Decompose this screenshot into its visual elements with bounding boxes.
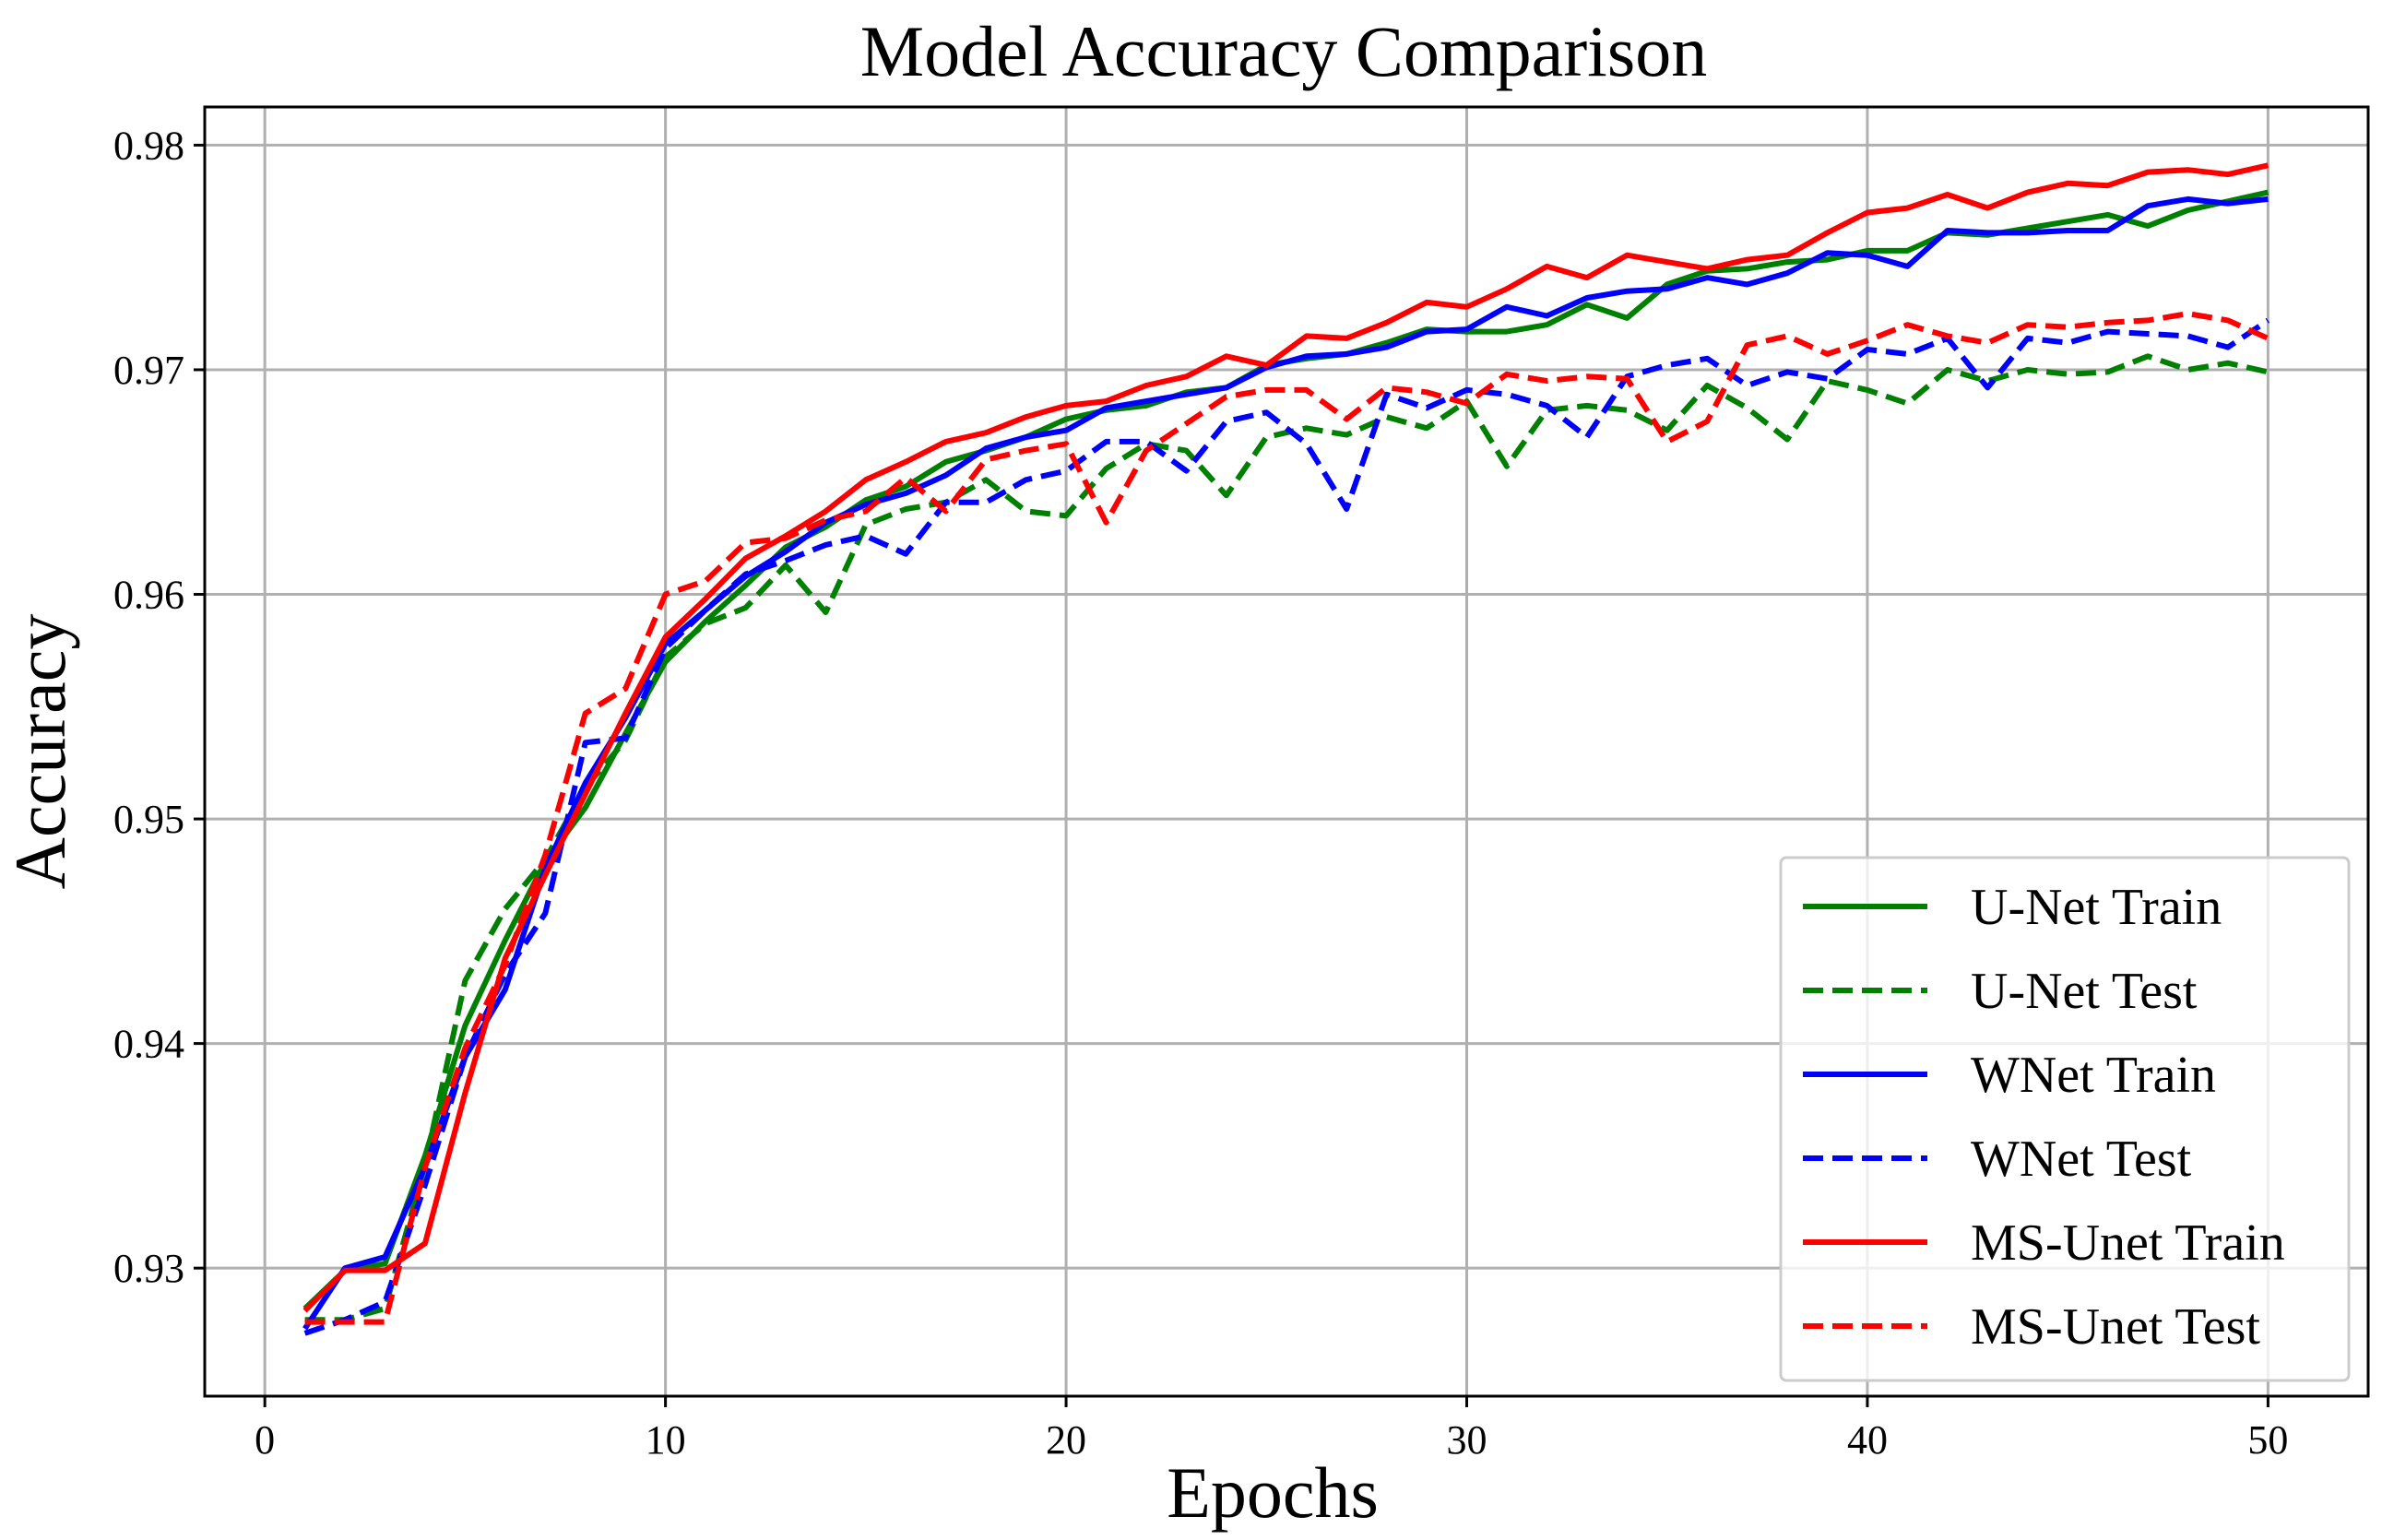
legend: U-Net Train U-Net Test WNet Train WNet Test… — [1779, 856, 2351, 1382]
series-line-ms-unet-test — [304, 311, 2269, 1325]
series-lines — [302, 162, 2270, 1336]
y-tick-label: 0.95 — [113, 797, 184, 842]
plot-frame — [203, 105, 2370, 1398]
x-tick-label: 0 — [255, 1417, 275, 1463]
y-tick-label: 0.98 — [113, 123, 184, 168]
x-tick-label: 30 — [1447, 1417, 1487, 1463]
x-axis-label: Epochs — [1167, 1452, 1379, 1533]
y-tick-label: 0.97 — [113, 348, 184, 393]
x-tick-label: 10 — [646, 1417, 686, 1463]
legend-label-u-net-test: U-Net Test — [1971, 963, 2198, 1020]
axis-ticks: 0 10 20 30 40 50 0.93 0.94 0.95 0.96 0.97 0.98 — [113, 123, 2288, 1463]
series-line-wnet-test — [303, 317, 2270, 1336]
series-line-ms-unet-train — [302, 162, 2269, 1313]
x-tick-label: 20 — [1046, 1417, 1086, 1463]
legend-label-wnet-train: WNet Train — [1971, 1047, 2216, 1104]
y-tick-label: 0.93 — [113, 1246, 184, 1291]
chart-title: Model Accuracy Comparison — [860, 11, 1707, 91]
legend-label-ms-unet-train: MS-Unet Train — [1971, 1214, 2285, 1272]
legend-label-ms-unet-test: MS-Unet Test — [1971, 1298, 2260, 1356]
x-tick-label: 40 — [1847, 1417, 1888, 1463]
y-tick-label: 0.96 — [113, 573, 184, 618]
legend-label-wnet-test: WNet Test — [1971, 1131, 2192, 1188]
y-axis-label: Accuracy — [0, 614, 80, 890]
legend-label-u-net-train: U-Net Train — [1971, 879, 2222, 936]
x-tick-label: 50 — [2247, 1417, 2288, 1463]
y-tick-label: 0.94 — [113, 1022, 184, 1067]
